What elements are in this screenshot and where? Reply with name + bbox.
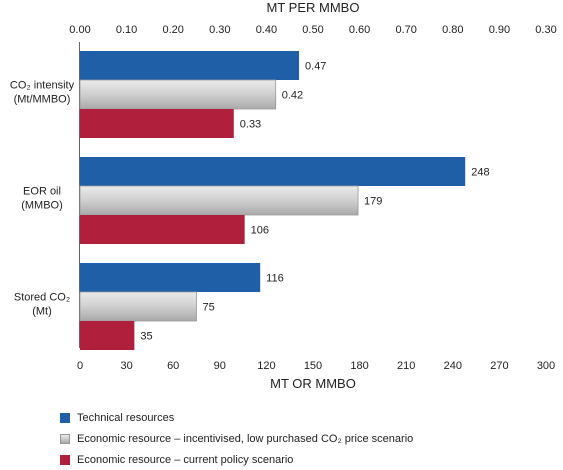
legend-label: Economic resource – incentivised, low pu… bbox=[77, 432, 414, 445]
top-tick-label: 0.90 bbox=[489, 24, 510, 36]
top-tick-label: 0.30 bbox=[535, 24, 556, 36]
bar-value-label: 35 bbox=[140, 331, 152, 343]
bottom-tick-label: 60 bbox=[167, 360, 179, 372]
bar bbox=[79, 185, 359, 216]
bar bbox=[80, 51, 300, 80]
bottom-tick-label: 0 bbox=[77, 360, 83, 372]
top-tick-label: 0.40 bbox=[256, 24, 277, 36]
top-axis-title: MT PER MMBO bbox=[267, 0, 360, 15]
top-tick-label: 0.30 bbox=[209, 24, 230, 36]
category-label: EOR oil bbox=[23, 186, 61, 198]
top-tick-label: 0.60 bbox=[349, 24, 370, 36]
bottom-tick-label: 300 bbox=[537, 360, 555, 372]
legend-swatch-grey bbox=[60, 433, 70, 444]
bottom-tick-label: 210 bbox=[397, 360, 415, 372]
legend-label: Economic resource – current policy scena… bbox=[77, 453, 294, 466]
bar-value-label: 75 bbox=[203, 302, 215, 314]
legend: Technical resources Economic resource – … bbox=[60, 407, 413, 470]
bottom-tick-label: 30 bbox=[120, 360, 132, 372]
chart: MT PER MMBO 0.00 0.10 0.20 0.30 0.40 0.50 0.60… bbox=[10, 0, 557, 391]
category-label: Stored CO₂ bbox=[14, 292, 70, 304]
legend-swatch-blue bbox=[60, 412, 70, 423]
category-label: (Mt/MMBO) bbox=[14, 94, 71, 106]
category-label: (Mt) bbox=[32, 306, 52, 318]
top-tick-label: 0.20 bbox=[162, 24, 183, 36]
bar-value-label: 248 bbox=[471, 167, 489, 179]
top-tick-label: 0.10 bbox=[116, 24, 137, 36]
bottom-tick-label: 180 bbox=[350, 360, 368, 372]
bottom-axis-title: MT OR MMBO bbox=[270, 376, 356, 391]
top-axis-ticks: 0.00 0.10 0.20 0.30 0.40 0.50 0.60 0.70 0.80 0.90… bbox=[69, 24, 556, 36]
top-tick-label: 0.50 bbox=[302, 24, 323, 36]
legend-item-incentivised: Economic resource – incentivised, low pu… bbox=[60, 428, 413, 449]
top-tick-label: 0.70 bbox=[395, 24, 416, 36]
bar-value-label: 0.33 bbox=[240, 119, 261, 131]
legend-item-current-policy: Economic resource – current policy scena… bbox=[60, 449, 413, 470]
bars: 0.47 0.42 0.33 248 179 106 116 75 35 bbox=[79, 51, 490, 350]
bar bbox=[79, 79, 277, 110]
bottom-tick-label: 150 bbox=[304, 360, 322, 372]
category-label: (MMBO) bbox=[21, 200, 63, 212]
legend-item-technical: Technical resources bbox=[60, 407, 413, 428]
bar-value-label: 179 bbox=[364, 196, 382, 208]
bar-value-label: 116 bbox=[266, 273, 284, 285]
bar bbox=[79, 291, 197, 322]
top-tick-label: 0.00 bbox=[69, 24, 90, 36]
bottom-tick-label: 270 bbox=[490, 360, 508, 372]
legend-swatch-red bbox=[60, 454, 70, 465]
bar bbox=[80, 157, 466, 186]
category-label: CO₂ intensity bbox=[10, 80, 75, 92]
bar-value-label: 0.42 bbox=[282, 90, 303, 102]
bottom-axis-ticks: 0 30 60 90 120 150 180 210 240 270 300 bbox=[77, 360, 555, 372]
bar-value-label: 0.47 bbox=[305, 61, 326, 73]
bar bbox=[80, 109, 234, 138]
bar bbox=[80, 263, 261, 292]
bottom-tick-label: 90 bbox=[214, 360, 226, 372]
bottom-tick-label: 120 bbox=[257, 360, 275, 372]
top-tick-label: 0.80 bbox=[442, 24, 463, 36]
bar bbox=[80, 215, 245, 244]
bottom-tick-label: 240 bbox=[444, 360, 462, 372]
bar bbox=[80, 321, 135, 350]
bar-value-label: 106 bbox=[251, 225, 269, 237]
category-labels: CO₂ intensity (Mt/MMBO) EOR oil (MMBO) Store… bbox=[10, 80, 75, 318]
legend-label: Technical resources bbox=[77, 411, 175, 424]
